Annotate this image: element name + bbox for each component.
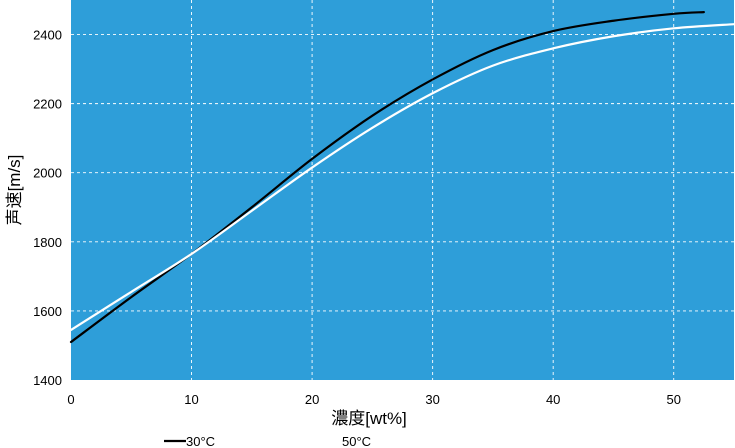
x-tick-label: 10 — [184, 392, 198, 407]
x-tick-label: 40 — [546, 392, 560, 407]
series-line-2 — [69, 23, 735, 332]
y-tick-label: 1800 — [33, 235, 62, 250]
plot-area — [71, 0, 734, 380]
y-tick-label: 2400 — [33, 28, 62, 43]
y-tick-label: 1600 — [33, 304, 62, 319]
legend-label-1: 30°C — [186, 434, 215, 448]
x-tick-label: 50 — [666, 392, 680, 407]
grid — [71, 0, 734, 380]
y-tick-label: 1400 — [33, 373, 62, 388]
series-lines — [69, 10, 735, 344]
y-tick-label: 2200 — [33, 97, 62, 112]
x-tick-label: 0 — [67, 392, 74, 407]
legend-label-2: 50°C — [342, 434, 371, 448]
axis-ticks: 0 10 20 30 40 50 1400 1600 1800 2000 2200 2400 — [33, 28, 681, 407]
x-tick-label: 20 — [305, 392, 319, 407]
legend: 30°C 50°C — [164, 434, 371, 448]
y-tick-label: 2000 — [33, 166, 62, 181]
y-axis-label: 声速[m/s] — [5, 155, 24, 226]
x-tick-label: 30 — [425, 392, 439, 407]
x-axis-label: 濃度[wt%] — [331, 409, 407, 428]
